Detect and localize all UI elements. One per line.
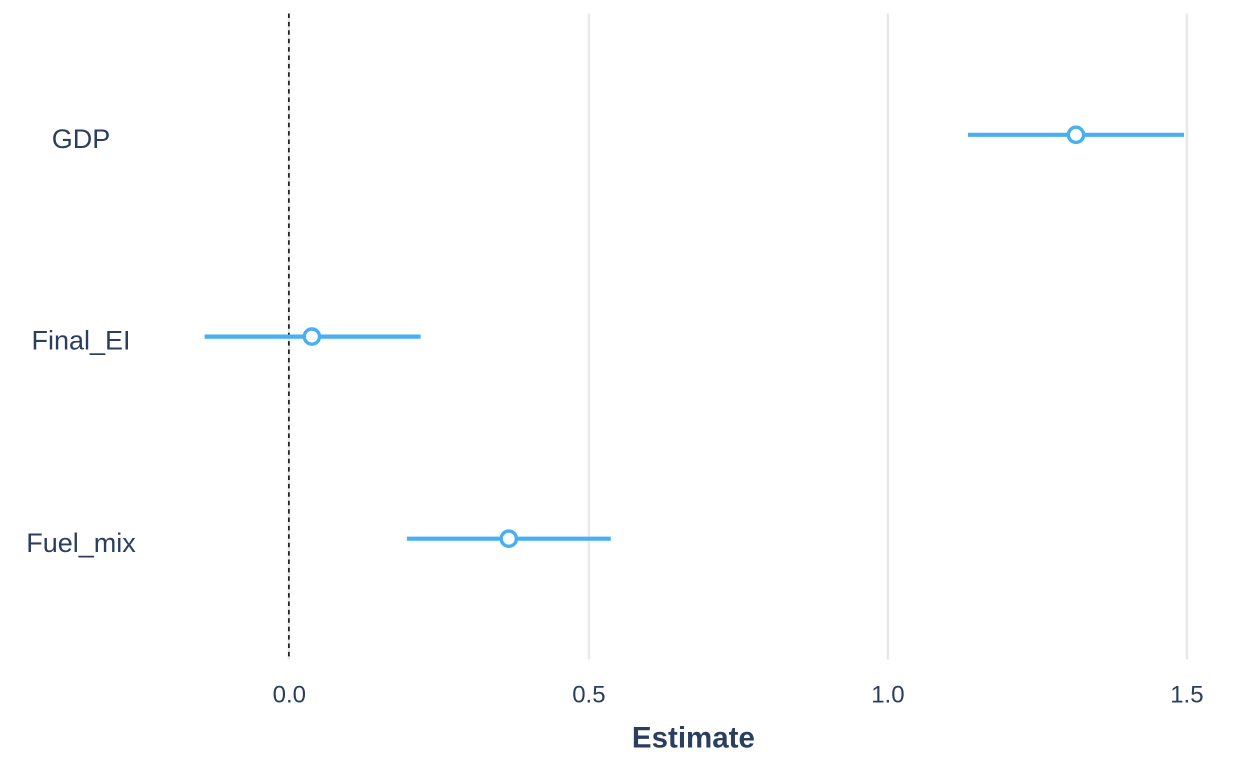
svg-text:1.0: 1.0 <box>871 682 904 709</box>
svg-text:0.0: 0.0 <box>273 682 306 709</box>
svg-text:GDP: GDP <box>52 124 111 154</box>
svg-text:Final_EI: Final_EI <box>31 326 130 356</box>
svg-text:1.5: 1.5 <box>1170 682 1203 709</box>
svg-text:Estimate: Estimate <box>632 722 755 755</box>
svg-text:0.5: 0.5 <box>572 682 605 709</box>
svg-text:Fuel_mix: Fuel_mix <box>26 528 136 558</box>
